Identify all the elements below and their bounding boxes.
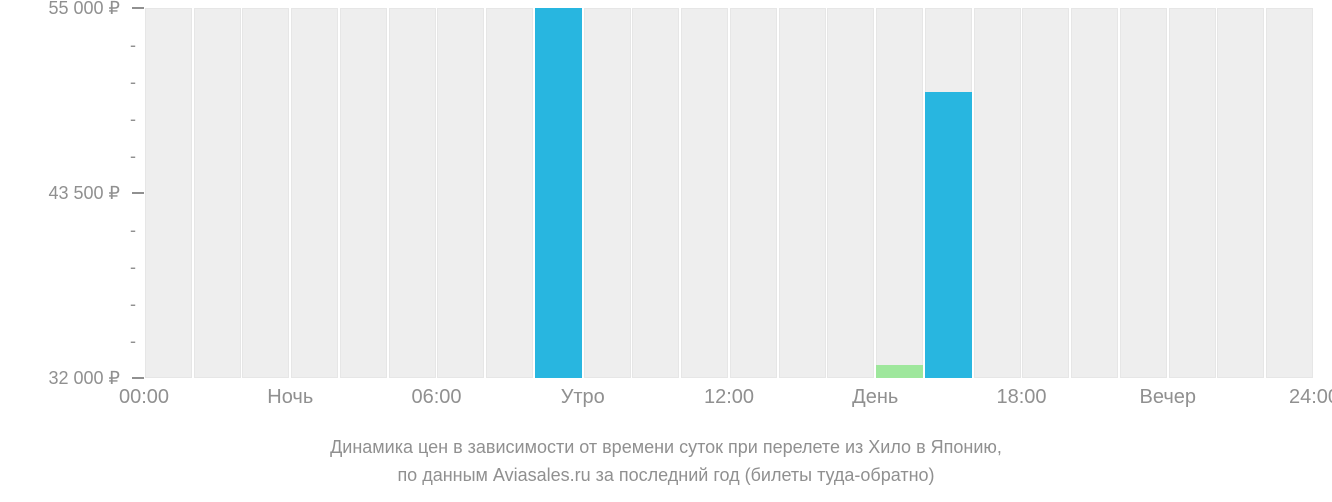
x-axis-label: 12:00 <box>704 386 754 409</box>
hour-column <box>242 8 289 378</box>
y-tick-mark <box>132 192 144 194</box>
hour-column <box>1217 8 1264 378</box>
y-tick-minor: - <box>130 294 144 315</box>
caption-line-1: Динамика цен в зависимости от времени су… <box>0 434 1332 461</box>
y-tick-label: 43 500 ₽ <box>48 183 132 204</box>
hour-column <box>291 8 338 378</box>
x-axis-label: 06:00 <box>411 386 461 409</box>
hour-column <box>389 8 436 378</box>
hour-column <box>194 8 241 378</box>
y-tick-mark <box>132 7 144 9</box>
y-tick-minor: - <box>130 331 144 352</box>
y-tick-label: 55 000 ₽ <box>48 0 132 19</box>
hour-column <box>632 8 679 378</box>
hour-column <box>876 8 923 378</box>
x-axis-label: 18:00 <box>996 386 1046 409</box>
hour-column <box>437 8 484 378</box>
y-tick-minor: - <box>130 220 144 241</box>
price-bar <box>876 365 923 378</box>
x-axis-label: 24:00 <box>1289 386 1332 409</box>
price-by-hour-chart: 32 000 ₽----43 500 ₽----55 000 ₽ 00:00Но… <box>0 0 1332 502</box>
price-bar <box>535 8 582 378</box>
y-tick-minor: - <box>130 146 144 167</box>
y-tick-minor: - <box>130 72 144 93</box>
x-axis-label: День <box>852 386 898 409</box>
hour-column <box>1169 8 1216 378</box>
x-axis-label: Вечер <box>1140 386 1196 409</box>
hour-column <box>145 8 192 378</box>
price-bar <box>925 92 972 378</box>
hour-column <box>584 8 631 378</box>
hour-column <box>1120 8 1167 378</box>
hour-column <box>827 8 874 378</box>
hour-column <box>1022 8 1069 378</box>
hour-column <box>340 8 387 378</box>
y-tick-mark <box>132 377 144 379</box>
x-axis-label: 00:00 <box>119 386 169 409</box>
hour-column <box>681 8 728 378</box>
plot-area <box>144 8 1314 378</box>
caption-line-2: по данным Aviasales.ru за последний год … <box>0 462 1332 489</box>
hour-column <box>486 8 533 378</box>
x-axis-label: Ночь <box>267 386 313 409</box>
x-axis-label: Утро <box>561 386 605 409</box>
y-tick-minor: - <box>130 109 144 130</box>
hour-column <box>730 8 777 378</box>
x-axis: 00:00Ночь06:00Утро12:00День18:00Вечер24:… <box>144 378 1314 418</box>
hour-column <box>1266 8 1313 378</box>
hour-column <box>1071 8 1118 378</box>
hour-column <box>974 8 1021 378</box>
y-axis: 32 000 ₽----43 500 ₽----55 000 ₽ <box>0 8 144 378</box>
y-tick-minor: - <box>130 35 144 56</box>
y-tick-minor: - <box>130 257 144 278</box>
hour-column <box>779 8 826 378</box>
